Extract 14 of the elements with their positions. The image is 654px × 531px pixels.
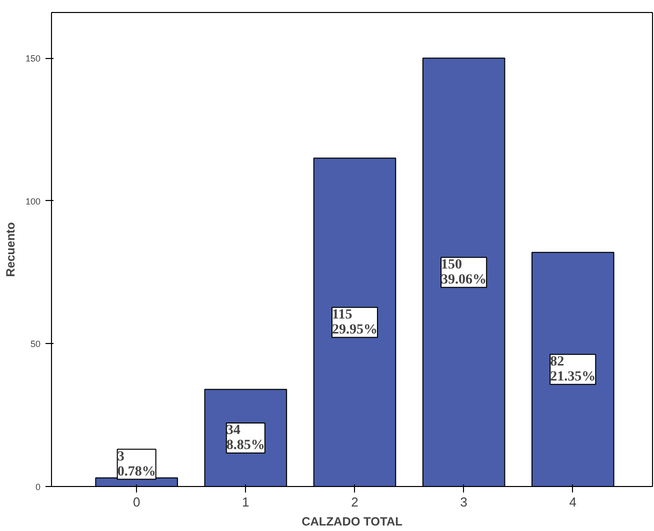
x-tick-label: 0 [132,494,140,510]
data-label: 150 39.06% [441,257,487,288]
data-label: 82 21.35% [550,354,596,384]
y-tick-label: 0 [35,482,41,492]
x-axis-title: CALZADO TOTAL [302,514,402,528]
data-label: 115 29.95% [332,307,378,338]
y-tick-label: 150 [25,54,41,64]
y-axis-title: Recuento [3,222,18,277]
y-tick-label: 100 [25,196,41,206]
y-tick-label: 50 [30,339,41,350]
x-tick-label: 3 [460,494,468,510]
x-tick-label: 1 [242,494,250,510]
x-tick-label: 2 [351,494,358,510]
x-tick-label: 4 [569,494,576,510]
